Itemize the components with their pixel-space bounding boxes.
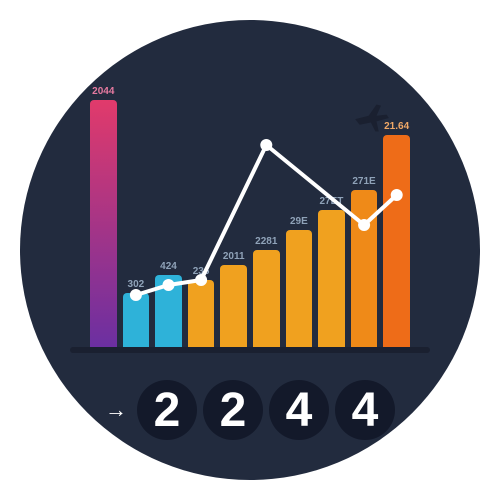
digit-disc: 2 <box>137 380 197 440</box>
bar: 27ET <box>318 210 345 350</box>
arrow-icon: → <box>105 397 127 423</box>
bar-label: 302 <box>128 279 145 290</box>
bar-label: 29E <box>290 216 308 227</box>
chart-badge-circle: 20443024242362011228129E27ET271E21.64 → … <box>20 20 480 480</box>
bars-container: 20443024242362011228129E27ET271E21.64 <box>90 100 410 350</box>
bar: 29E <box>286 230 313 350</box>
bar-label: 236 <box>193 266 210 277</box>
bar: 2011 <box>220 265 247 350</box>
digit-disc: 4 <box>269 380 329 440</box>
x-axis <box>70 347 430 353</box>
bar: 21.64 <box>383 135 410 350</box>
bar-label: 2281 <box>255 236 277 247</box>
bar: 2044 <box>90 100 117 350</box>
year-digits: → 2244 <box>20 380 480 440</box>
bar-label: 2044 <box>92 86 114 97</box>
digit-disc: 2 <box>203 380 263 440</box>
bar: 424 <box>155 275 182 350</box>
bar: 271E <box>351 190 378 350</box>
bar: 236 <box>188 280 215 350</box>
combo-chart: 20443024242362011228129E27ET271E21.64 <box>90 100 410 350</box>
digit-disc: 4 <box>335 380 395 440</box>
bar: 2281 <box>253 250 280 350</box>
bar-label: 424 <box>160 261 177 272</box>
plane-icon <box>354 100 390 136</box>
bar-label: 2011 <box>223 251 245 262</box>
bar-label: 27ET <box>320 196 344 207</box>
bar-label: 271E <box>352 176 375 187</box>
bar: 302 <box>123 293 150 351</box>
